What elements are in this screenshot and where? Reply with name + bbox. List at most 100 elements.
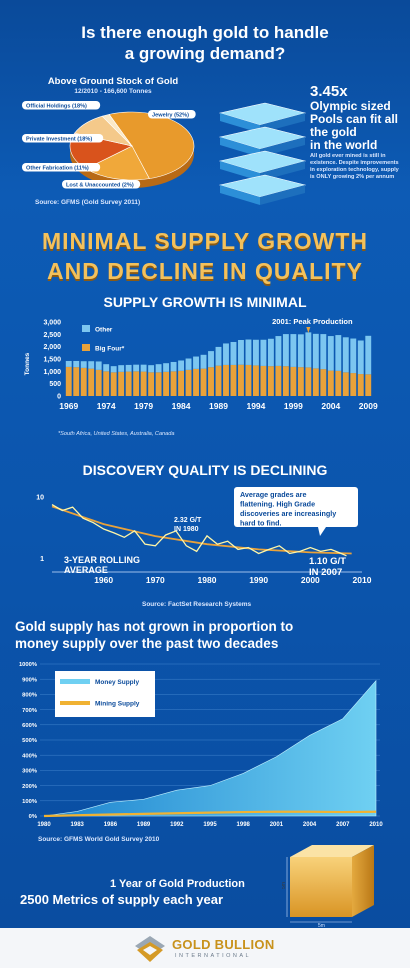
supply-bar-bigfour (290, 366, 297, 396)
supply-bar-bigfour (230, 364, 237, 396)
production-line2: 2500 Metrics of supply each year (20, 892, 224, 907)
money-ytick: 900% (22, 677, 37, 683)
supply-bar-other (80, 361, 87, 368)
pool-side-left-3 (220, 185, 260, 205)
discovery-label-2007-b: IN 2007 (309, 567, 342, 578)
pool-side-right-0 (260, 113, 305, 133)
supply-xtick: 2009 (359, 401, 378, 411)
pool-side-right-3 (260, 185, 305, 205)
supply-bar-other (185, 358, 192, 370)
supply-bar-other (365, 335, 372, 375)
supply-title: SUPPLY GROWTH IS MINIMAL (103, 294, 307, 310)
supply-bar-bigfour (282, 366, 289, 396)
money-title: Gold supply has not grown in proportion … (15, 618, 405, 652)
supply-bar-other (73, 360, 80, 368)
supply-ytick: 1,500 (43, 357, 61, 364)
supply-bar-bigfour (163, 371, 170, 396)
pie-label-4: Lost & Unaccounted (2%) (66, 183, 134, 189)
supply-ytick: 500 (49, 381, 61, 388)
pools-note: All gold ever mined is still in existenc… (310, 153, 399, 180)
supply-bar-bigfour (305, 367, 312, 396)
brand-subname: INTERNATIONAL (175, 953, 252, 959)
supply-bar-bigfour (267, 366, 274, 396)
discovery-xtick: 1960 (94, 575, 113, 585)
brand-logo-icon (135, 936, 165, 962)
supply-bar-other (275, 336, 282, 366)
discovery-xtick: 2000 (301, 575, 320, 585)
supply-bar-bigfour (170, 371, 177, 396)
headline-line1: MINIMAL SUPPLY GROWTH (42, 228, 368, 254)
discovery-xtick: 1970 (146, 575, 165, 585)
pie-label-bg-1 (22, 101, 101, 110)
supply-legend-swatch-other (82, 325, 90, 332)
money-legend-swatch-money (60, 679, 90, 684)
supply-ytick: 2,500 (43, 332, 61, 339)
cube-dim-side: 5m (282, 882, 287, 889)
supply-bar-bigfour (88, 368, 95, 396)
supply-bar-bigfour (312, 368, 319, 396)
supply-bar-other (357, 340, 364, 375)
supply-bar-bigfour (95, 369, 102, 396)
supply-bar-other (327, 336, 334, 371)
pools-multiplier: 3.45x (310, 83, 348, 100)
supply-bar-bigfour (365, 374, 372, 396)
supply-bar-other (155, 364, 162, 373)
supply-bar-chart: 0 500 1,000 1,500 2,000 2,500 3,000 Tonnes Other… (24, 317, 378, 411)
headline: MINIMAL SUPPLY GROWTH AND DECLINE IN QUA… (0, 226, 410, 286)
supply-bar-bigfour (245, 364, 252, 396)
supply-xtick: 2004 (321, 401, 340, 411)
supply-bar-other (335, 335, 342, 371)
supply-bar-bigfour (357, 374, 364, 396)
stock-title: Above Ground Stock of Gold (47, 76, 179, 87)
supply-legend-other: Other (95, 327, 113, 334)
pool-side-right-2 (260, 161, 305, 181)
supply-bar-other (88, 361, 95, 369)
supply-bar-other (245, 339, 252, 365)
money-xtick: 1995 (203, 822, 217, 828)
pools-illustration (218, 102, 307, 205)
pie-slice-4 (101, 114, 133, 147)
supply-bar-bigfour (260, 365, 267, 396)
supply-bar-bigfour (103, 371, 110, 396)
supply-ytick: 3,000 (43, 320, 61, 327)
supply-bar-bigfour (193, 368, 199, 396)
supply-bar-other (282, 334, 289, 367)
supply-bar-bigfour (208, 367, 214, 396)
pie-label-2: Private Investment (18%) (26, 137, 92, 143)
supply-bar-bigfour (133, 371, 140, 396)
supply-xtick: 1989 (209, 401, 228, 411)
supply-bar-other (305, 332, 312, 368)
pools-line4: the gold (310, 125, 357, 139)
pie-label-1: Official Holdings (18%) (26, 104, 87, 110)
money-xtick: 2007 (336, 822, 350, 828)
money-legend-swatch-mining (60, 701, 90, 705)
supply-bar-bigfour (215, 365, 222, 396)
pie-label-bg-3 (22, 163, 101, 172)
money-xtick: 1980 (37, 822, 51, 828)
discovery-trend-line (51, 505, 352, 555)
supply-bar-bigfour (148, 372, 155, 396)
pool-side-left-1 (220, 137, 260, 157)
discovery-callout-pointer (318, 527, 326, 536)
supply-xtick: 1974 (97, 401, 116, 411)
supply-legend-swatch-bigfour (82, 344, 90, 351)
headline-line2: AND DECLINE IN QUALITY (47, 258, 363, 284)
money-xtick: 1983 (71, 822, 85, 828)
money-legend-mining: Mining Supply (95, 701, 140, 708)
discovery-callout-box (234, 487, 358, 527)
discovery-ytick: 10 (36, 494, 44, 501)
supply-bar-other (118, 365, 125, 372)
discovery-xtick: 2010 (353, 575, 372, 585)
money-xtick: 1989 (137, 822, 151, 828)
supply-bar-other (350, 338, 357, 374)
brand-name: GOLD BULLION (172, 937, 275, 952)
pie-label-bg-4 (62, 180, 141, 189)
supply-bar-other (140, 364, 147, 372)
stock-source: Source: GFMS (Gold Survey 2011) (35, 199, 141, 206)
money-ytick: 200% (22, 784, 37, 790)
money-ytick: 100% (22, 799, 37, 805)
discovery-label-2007: 1.10 G/T (309, 556, 346, 567)
footer (0, 928, 410, 968)
money-ytick: 300% (22, 769, 37, 775)
supply-bar-bigfour (73, 367, 80, 396)
